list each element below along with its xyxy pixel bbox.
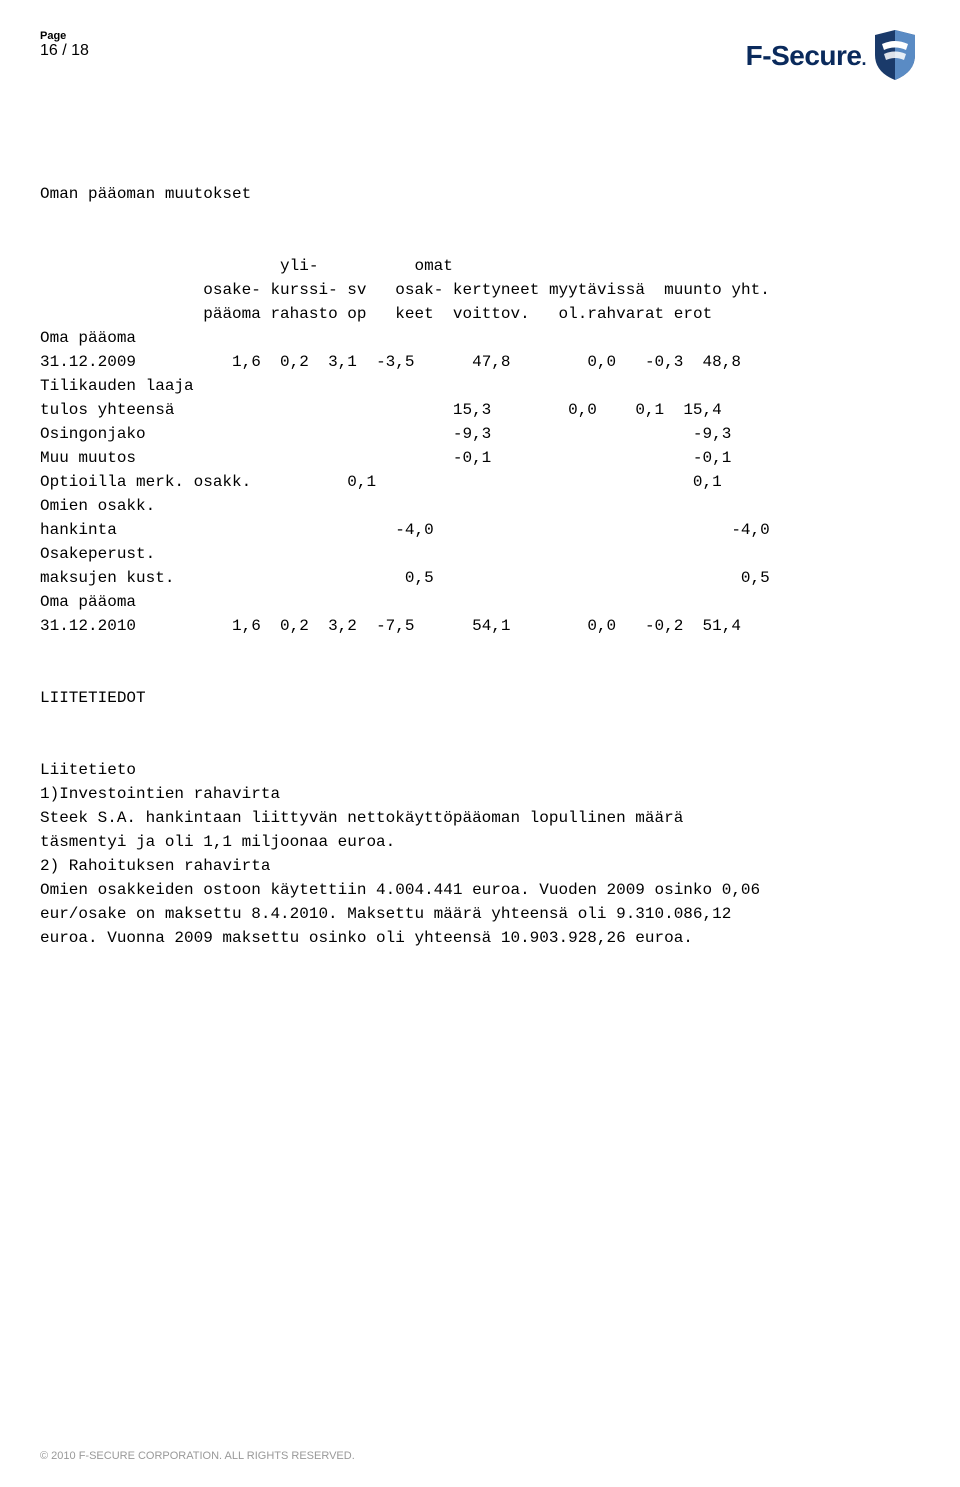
page-info: Page 16 / 18 [40,30,89,60]
title: Oman pääoman muutokset [40,185,251,203]
notes-section-title: LIITETIEDOT [40,689,146,707]
page-label: Page [40,30,89,42]
brand-logo: F-Secure. [746,30,920,82]
notes-subtitle: Liitetieto [40,761,136,779]
page-number: 16 / 18 [40,42,89,59]
brand-text: F-Secure. [746,40,866,72]
document-body: Oman pääoman muutokset yli- omat osake- … [40,182,920,950]
footer-copyright: © 2010 F-SECURE CORPORATION. ALL RIGHTS … [40,1450,355,1462]
page-header: Page 16 / 18 F-Secure. [40,30,920,82]
shield-icon [870,30,920,82]
